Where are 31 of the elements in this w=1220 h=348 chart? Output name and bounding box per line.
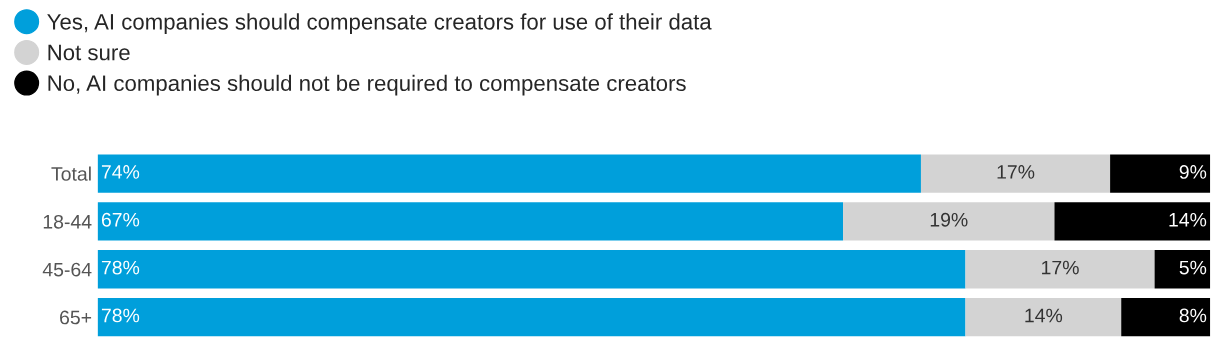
legend-label: No, AI companies should not be required to compensate creators [48, 74, 686, 96]
bar [920, 154, 1111, 193]
y-tick-label: 45-64 [42, 262, 92, 277]
bar [843, 202, 1055, 241]
data-label: 67% [101, 212, 140, 227]
y-tick-label: Total [51, 166, 91, 181]
data-label: 8% [1179, 308, 1207, 323]
data-label: 74% [101, 165, 140, 179]
data-label: 17% [997, 165, 1035, 179]
data-label: 19% [930, 212, 968, 227]
bar [965, 297, 1122, 337]
bar [1110, 154, 1211, 193]
data-label: 17% [1042, 260, 1079, 275]
bar [97, 297, 966, 337]
data-label: 78% [101, 308, 140, 323]
legend-label: Yes, AI companies should compensate creators for use of their data [47, 13, 712, 35]
data-label: 14% [1025, 308, 1063, 323]
data-label: 78% [101, 260, 140, 275]
data-label: 14% [1169, 212, 1207, 227]
bar [1121, 297, 1211, 337]
bar [1154, 250, 1211, 289]
y-tick-label: 18-44 [43, 214, 92, 229]
bar [97, 250, 966, 289]
data-label: 5% [1179, 260, 1207, 275]
legend-label: Not sure [48, 44, 130, 61]
bar [97, 202, 844, 241]
bar [1054, 202, 1211, 241]
bar [965, 250, 1155, 289]
y-tick-label: 65+ [60, 310, 92, 325]
bar [97, 154, 921, 193]
data-label: 9% [1179, 165, 1207, 179]
